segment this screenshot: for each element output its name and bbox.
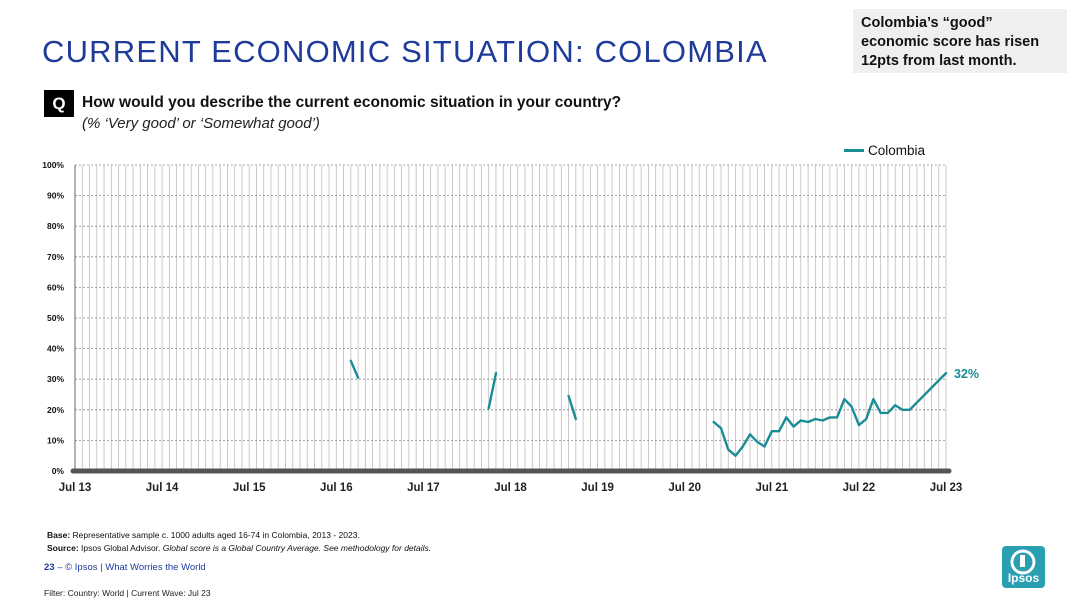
chart-legend: Colombia: [844, 143, 925, 158]
legend-swatch: [844, 149, 864, 152]
y-tick-label: 10%: [47, 435, 64, 445]
series-line-segment: [712, 371, 948, 457]
y-tick-label: 100%: [42, 160, 64, 170]
series-line-segment: [487, 371, 498, 410]
base-label: Base:: [47, 530, 71, 540]
x-tick-label: Jul 18: [494, 482, 527, 494]
y-tick-label: 70%: [47, 252, 64, 262]
series-line-segment: [349, 359, 360, 379]
y-tick-label: 50%: [47, 313, 64, 323]
x-tick-label: Jul 21: [755, 482, 788, 494]
x-tick-label: Jul 14: [146, 482, 179, 494]
footer-text: © Ipsos | What Worries the World: [65, 562, 206, 573]
y-axis: 0% 10% 20% 30% 40% 50% 60% 70% 80% 90% 100%: [42, 160, 64, 476]
page-number: 23: [44, 562, 55, 573]
source-text: Ipsos Global Advisor.: [78, 543, 163, 553]
line-chart: 0% 10% 20% 30% 40% 50% 60% 70% 80% 90% 100% Jul 13…: [42, 160, 979, 494]
source-label: Source:: [47, 543, 79, 553]
question-marker: Q: [44, 90, 74, 117]
y-tick-label: 30%: [47, 374, 64, 384]
callout-box: Colombia’s “good” economic score has ris…: [853, 9, 1067, 73]
series-line-segment: [567, 394, 577, 421]
footer-dash: –: [54, 562, 66, 573]
y-tick-label: 40%: [47, 344, 64, 354]
base-text: Representative sample c. 1000 adults age…: [70, 530, 360, 540]
page-title: CURRENT ECONOMIC SITUATION: COLOMBIA: [42, 34, 768, 69]
x-tick-label: Jul 13: [59, 482, 92, 494]
page-footer: 23 – © Ipsos | What Worries the World: [44, 562, 206, 573]
data-labels: 32%: [954, 367, 979, 381]
data-label-end: 32%: [954, 367, 979, 381]
source-note: Source: Ipsos Global Advisor. Global sco…: [47, 543, 431, 553]
base-note: Base: Representative sample c. 1000 adul…: [47, 530, 360, 540]
logo-text: Ipsos: [1008, 571, 1040, 585]
y-tick-label: 80%: [47, 221, 64, 231]
x-tick-label: Jul 15: [233, 482, 266, 494]
source-italic: Global score is a Global Country Average…: [162, 543, 432, 553]
filter-note: Filter: Country: World | Current Wave: J…: [44, 588, 211, 598]
legend-label-colombia: Colombia: [868, 143, 926, 158]
y-tick-label: 0%: [52, 466, 65, 476]
ipsos-logo: Ipsos: [1002, 546, 1045, 588]
y-tick-label: 90%: [47, 191, 64, 201]
series-colombia: [349, 359, 948, 457]
x-tick-label: Jul 19: [581, 482, 614, 494]
x-tick-label: Jul 23: [930, 482, 963, 494]
x-tick-label: Jul 17: [407, 482, 440, 494]
x-tick-label: Jul 22: [843, 482, 876, 494]
question-subtext: (% ‘Very good’ or ‘Somewhat good’): [82, 115, 320, 132]
y-tick-label: 60%: [47, 282, 64, 292]
x-axis: Jul 13 Jul 14 Jul 15 Jul 16 Jul 17 Jul 18 Jul …: [59, 482, 963, 494]
y-tick-label: 20%: [47, 405, 64, 415]
x-tick-label: Jul 20: [668, 482, 701, 494]
x-tick-label: Jul 16: [320, 482, 353, 494]
question-text: How would you describe the current econo…: [82, 94, 622, 111]
chart-grid: [70, 164, 952, 474]
